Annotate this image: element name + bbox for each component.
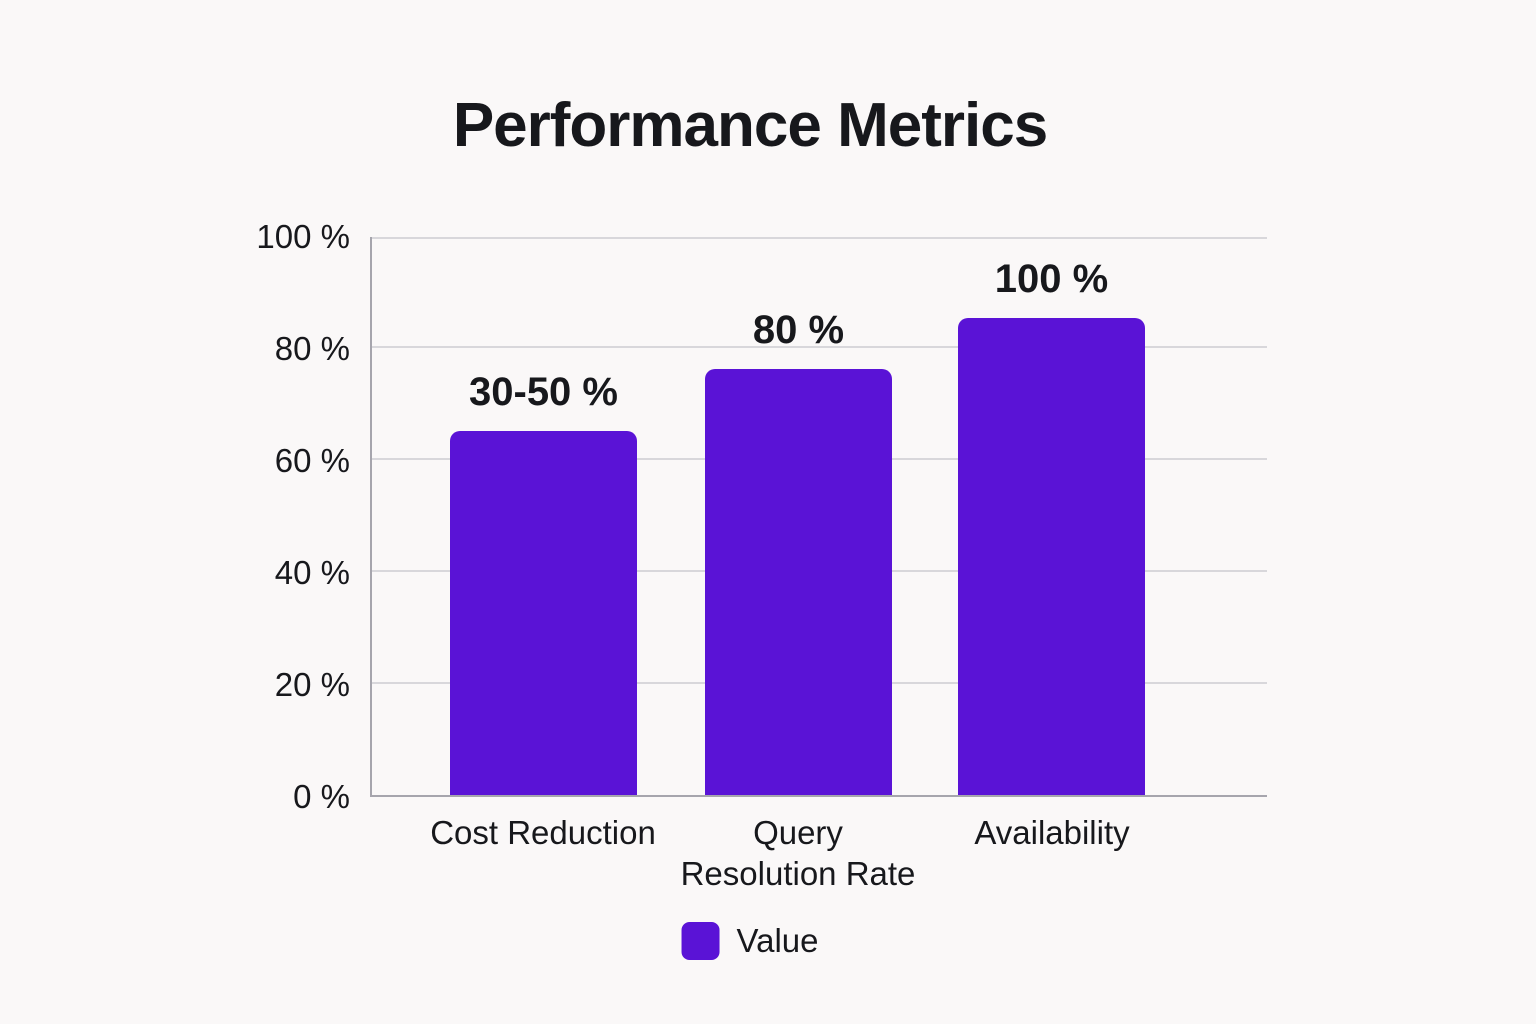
- x-axis-label-line: Availability: [974, 814, 1130, 851]
- x-axis-label-query-resolution-rate: Query Resolution Rate: [628, 812, 968, 894]
- y-axis-tick-60: 60 %: [274, 442, 350, 479]
- y-axis-tick-0: 0 %: [293, 778, 350, 815]
- chart-title: Performance Metrics: [452, 91, 1048, 160]
- x-axis-label-availability: Availability: [882, 812, 1222, 853]
- x-axis-label-line: Resolution Rate: [680, 855, 916, 892]
- bar-group-cost-reduction: 30-50 %: [450, 370, 637, 795]
- y-axis-tick-20: 20 %: [274, 666, 350, 703]
- bar-value-label-cost-reduction: 30-50 %: [469, 370, 618, 414]
- bar-group-query-resolution-rate: 80 %: [705, 308, 892, 795]
- bar-group-availability: 100 %: [958, 257, 1145, 795]
- bar-availability: [958, 318, 1145, 795]
- bar-value-label-availability: 100 %: [994, 257, 1109, 301]
- legend-swatch-icon: [681, 922, 720, 960]
- bar-query-resolution-rate: [705, 369, 892, 795]
- x-axis-label-line: Query: [753, 814, 843, 851]
- legend-label: Value: [736, 922, 819, 959]
- bar-cost-reduction: [450, 431, 637, 795]
- y-axis-tick-40: 40 %: [274, 554, 350, 591]
- plot-area: 30-50 % 80 % 100 %: [370, 237, 1267, 797]
- x-axis-label-cost-reduction: Cost Reduction: [373, 812, 713, 853]
- bar-value-label-query-resolution-rate: 80 %: [752, 308, 845, 352]
- x-axis-label-line: Cost Reduction: [430, 814, 656, 851]
- gridline-80: [372, 346, 1267, 348]
- y-axis-tick-100: 100 %: [256, 218, 350, 255]
- gridline-100: [372, 237, 1267, 239]
- y-axis-tick-80: 80 %: [274, 330, 350, 367]
- legend: Value: [681, 922, 819, 960]
